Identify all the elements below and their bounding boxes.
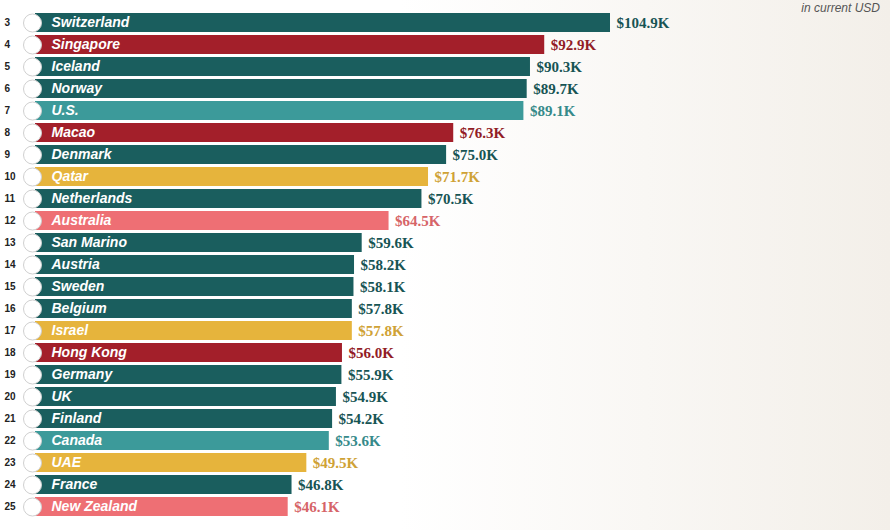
svg-text:U.S.: U.S. xyxy=(52,102,79,118)
svg-text:$104.9K: $104.9K xyxy=(617,15,670,31)
svg-text:Iceland: Iceland xyxy=(52,58,101,74)
svg-text:$59.6K: $59.6K xyxy=(368,235,414,251)
svg-text:$89.1K: $89.1K xyxy=(530,103,576,119)
svg-text:$76.3K: $76.3K xyxy=(460,125,506,141)
svg-text:$89.7K: $89.7K xyxy=(533,81,579,97)
svg-text:21: 21 xyxy=(5,413,17,424)
svg-text:Netherlands: Netherlands xyxy=(52,190,133,206)
svg-text:$56.0K: $56.0K xyxy=(348,345,394,361)
svg-text:23: 23 xyxy=(5,457,17,468)
svg-text:24: 24 xyxy=(5,479,17,490)
svg-text:Denmark: Denmark xyxy=(52,146,113,162)
svg-text:$75.0K: $75.0K xyxy=(453,147,499,163)
svg-text:$54.2K: $54.2K xyxy=(339,411,385,427)
svg-text:6: 6 xyxy=(5,83,11,94)
svg-text:$49.5K: $49.5K xyxy=(313,455,359,471)
svg-text:Norway: Norway xyxy=(52,80,104,96)
svg-text:$70.5K: $70.5K xyxy=(428,191,474,207)
svg-text:$55.9K: $55.9K xyxy=(348,367,394,383)
svg-text:$54.9K: $54.9K xyxy=(342,389,388,405)
svg-text:25: 25 xyxy=(5,501,17,512)
svg-text:Switzerland: Switzerland xyxy=(52,14,130,30)
svg-text:Sweden: Sweden xyxy=(52,278,105,294)
svg-text:20: 20 xyxy=(5,391,17,402)
svg-text:San Marino: San Marino xyxy=(52,234,128,250)
svg-text:15: 15 xyxy=(5,281,17,292)
svg-text:$58.1K: $58.1K xyxy=(360,279,406,295)
svg-text:Germany: Germany xyxy=(52,366,114,382)
svg-text:$46.8K: $46.8K xyxy=(298,477,344,493)
svg-text:$71.7K: $71.7K xyxy=(435,169,481,185)
svg-text:Israel: Israel xyxy=(52,322,90,338)
svg-text:Canada: Canada xyxy=(52,432,103,448)
html-text:in current USD: in current USD xyxy=(801,1,880,15)
svg-text:11: 11 xyxy=(5,193,16,204)
svg-text:12: 12 xyxy=(5,215,17,226)
svg-text:UAE: UAE xyxy=(52,454,82,470)
svg-text:$92.9K: $92.9K xyxy=(551,37,597,53)
svg-text:10: 10 xyxy=(5,171,17,182)
svg-text:5: 5 xyxy=(5,61,11,72)
svg-text:France: France xyxy=(52,476,98,492)
svg-text:22: 22 xyxy=(5,435,17,446)
svg-text:7: 7 xyxy=(5,105,11,116)
svg-text:13: 13 xyxy=(5,237,17,248)
svg-text:Austria: Austria xyxy=(51,256,100,272)
svg-text:Hong Kong: Hong Kong xyxy=(52,344,128,360)
svg-text:$57.8K: $57.8K xyxy=(358,323,404,339)
svg-text:17: 17 xyxy=(5,325,17,336)
svg-text:18: 18 xyxy=(5,347,17,358)
svg-text:$58.2K: $58.2K xyxy=(361,257,407,273)
svg-text:$57.8K: $57.8K xyxy=(358,301,404,317)
svg-text:Qatar: Qatar xyxy=(52,168,90,184)
svg-text:19: 19 xyxy=(5,369,17,380)
svg-text:16: 16 xyxy=(5,303,17,314)
svg-text:8: 8 xyxy=(5,127,11,138)
svg-text:9: 9 xyxy=(5,149,11,160)
svg-text:$46.1K: $46.1K xyxy=(294,499,340,515)
svg-text:14: 14 xyxy=(5,259,17,270)
svg-text:Finland: Finland xyxy=(52,410,102,426)
svg-text:Singapore: Singapore xyxy=(52,36,121,52)
svg-text:$53.6K: $53.6K xyxy=(335,433,381,449)
svg-text:Belgium: Belgium xyxy=(52,300,107,316)
svg-text:Macao: Macao xyxy=(52,124,96,140)
svg-text:$64.5K: $64.5K xyxy=(395,213,441,229)
svg-text:$90.3K: $90.3K xyxy=(536,59,582,75)
svg-text:3: 3 xyxy=(5,17,11,28)
svg-text:New Zealand: New Zealand xyxy=(52,498,138,514)
svg-text:Australia: Australia xyxy=(51,212,112,228)
svg-text:UK: UK xyxy=(52,388,73,404)
svg-text:4: 4 xyxy=(5,39,11,50)
